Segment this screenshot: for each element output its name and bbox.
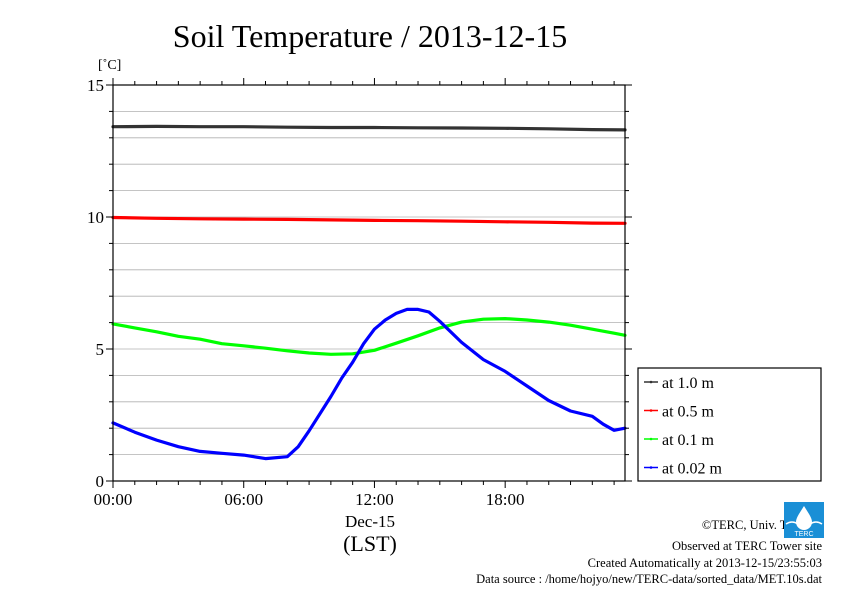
legend: at 1.0 m at 0.5 m at 0.1 m at 0.02 m: [637, 367, 822, 482]
logo-text: TERC: [794, 531, 813, 538]
y-tick-label: 10: [87, 208, 104, 227]
x-tick-label: 06:00: [224, 490, 263, 509]
x-tick-label: 12:00: [355, 490, 394, 509]
y-tick-label: 15: [87, 76, 104, 95]
x-axis-date-label: Dec-15: [345, 512, 395, 531]
x-tick-label: 18:00: [486, 490, 525, 509]
grid-lines: [113, 111, 625, 456]
x-axis-timezone-label: (LST): [343, 531, 397, 556]
legend-marker-2: [649, 437, 653, 441]
water-drop-icon: [796, 506, 812, 530]
legend-label-1: at 0.5 m: [662, 404, 715, 421]
legend-label-3: at 0.02 m: [662, 461, 723, 478]
legend-label-2: at 0.1 m: [662, 432, 715, 449]
y-tick-label: 0: [96, 472, 105, 491]
legend-marker-0: [649, 380, 653, 384]
series-line-1: [111, 215, 627, 225]
legend-label-0: at 1.0 m: [662, 375, 715, 392]
plot-frame: [112, 84, 626, 482]
wave-icon: [785, 521, 823, 527]
chart-title: Soil Temperature / 2013-12-15: [173, 18, 567, 54]
footer-source: Data source : /home/hojyo/new/TERC-data/…: [476, 572, 822, 586]
axis-ticks: 0 5 10 15 00:00 06:00 12:00 18:00: [87, 76, 632, 509]
legend-marker-3: [649, 466, 653, 469]
legend-box: [637, 367, 822, 482]
y-tick-label: 5: [96, 340, 105, 359]
series-line-3: [111, 307, 627, 461]
y-axis-unit: [˚C]: [98, 58, 121, 73]
footer-observed: Observed at TERC Tower site: [671, 539, 822, 553]
x-tick-label: 00:00: [94, 490, 133, 509]
terc-logo: TERC: [784, 502, 824, 538]
legend-marker-1: [649, 409, 653, 412]
footer-created: Created Automatically at 2013-12-15/23:5…: [587, 556, 822, 570]
series-line-2: [111, 317, 627, 356]
series-line-0: [111, 124, 627, 132]
series-layer: [111, 124, 627, 461]
